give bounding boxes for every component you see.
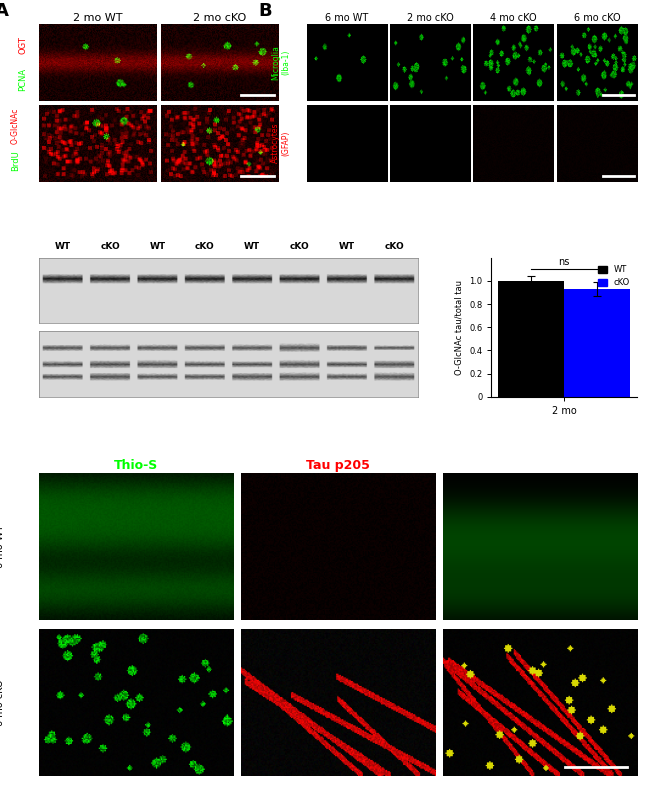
Text: OGT: OGT [18, 36, 27, 55]
Text: cKO: cKO [195, 242, 215, 251]
Title: 2 mo WT: 2 mo WT [73, 13, 122, 23]
Text: A: A [0, 2, 8, 20]
Y-axis label: O-GlcNAc tau/total tau: O-GlcNAc tau/total tau [454, 280, 463, 375]
Text: 6 mo WT: 6 mo WT [0, 525, 5, 568]
Text: cKO: cKO [100, 242, 120, 251]
Bar [564, 289, 630, 397]
Text: ns: ns [558, 257, 570, 267]
Text: B: B [259, 2, 272, 20]
Bar [498, 281, 564, 397]
Title: 4 mo cKO: 4 mo cKO [490, 13, 537, 23]
Text: PCNA: PCNA [18, 67, 27, 91]
Title: 6 mo WT: 6 mo WT [325, 13, 369, 23]
Title: Thio-S: Thio-S [114, 459, 158, 472]
Text: Astrocytes
(GFAP): Astrocytes (GFAP) [272, 123, 291, 163]
Text: cKO: cKO [384, 242, 404, 251]
Text: 6 mo cKO: 6 mo cKO [0, 680, 5, 725]
Title: Tau p205: Tau p205 [306, 459, 370, 472]
Legend: WT, cKO: WT, cKO [595, 262, 633, 291]
Title: Merge: Merge [518, 459, 562, 472]
Title: 2 mo cKO: 2 mo cKO [193, 13, 246, 23]
Text: WT: WT [55, 242, 71, 251]
Text: O-GlcNAc: O-GlcNAc [11, 108, 20, 144]
Text: WT: WT [244, 242, 260, 251]
Text: WT: WT [339, 242, 355, 251]
Text: Microglia
(Iba-1): Microglia (Iba-1) [272, 45, 291, 80]
Title: 6 mo cKO: 6 mo cKO [573, 13, 620, 23]
Text: WT: WT [150, 242, 166, 251]
Text: cKO: cKO [290, 242, 309, 251]
Title: 2 mo cKO: 2 mo cKO [407, 13, 454, 23]
Text: BrdU: BrdU [11, 150, 20, 170]
